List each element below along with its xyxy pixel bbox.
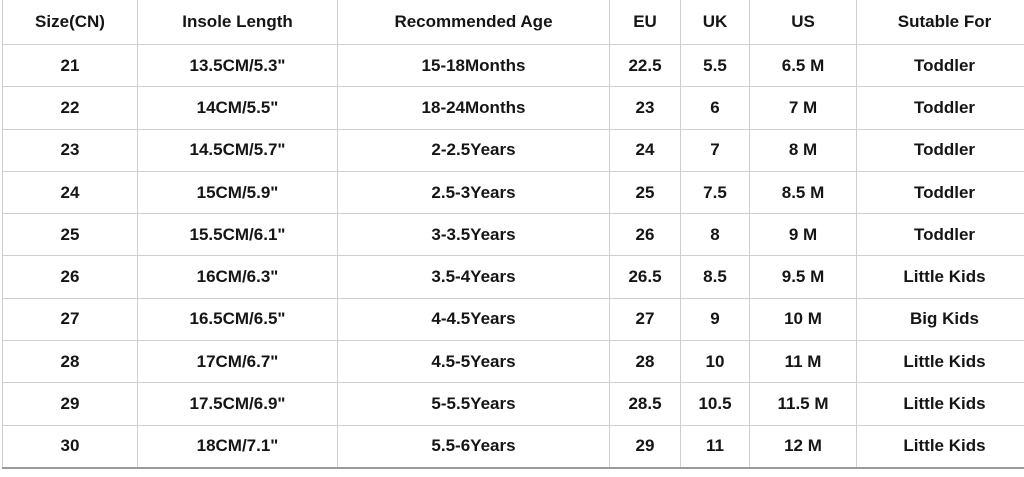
cell-size-cn: 22	[2, 86, 138, 130]
cell-us: 9 M	[749, 213, 857, 257]
cell-suitable-for: Toddler	[856, 43, 1024, 88]
cell-eu: 24	[609, 128, 681, 172]
cell-recommended-age: 4.5-5Years	[337, 340, 610, 384]
cell-suitable-for: Little Kids	[856, 382, 1024, 426]
cell-suitable-for: Toddler	[856, 128, 1024, 172]
cell-suitable-for: Toddler	[856, 170, 1024, 215]
cell-uk: 8	[680, 213, 750, 257]
cell-size-cn: 21	[2, 43, 138, 88]
cell-suitable-for: Toddler	[856, 86, 1024, 130]
cell-us: 8 M	[749, 128, 857, 172]
cell-uk: 5.5	[680, 43, 750, 88]
cell-size-cn: 26	[2, 255, 138, 299]
cell-insole-length: 16CM/6.3"	[137, 255, 338, 299]
header-insole-length: Insole Length	[137, 0, 338, 45]
header-us: US	[749, 0, 857, 45]
cell-suitable-for: Little Kids	[856, 424, 1024, 469]
cell-eu: 25	[609, 170, 681, 215]
header-recommended-age: Recommended Age	[337, 0, 610, 45]
cell-insole-length: 15.5CM/6.1"	[137, 213, 338, 257]
cell-recommended-age: 3-3.5Years	[337, 213, 610, 257]
header-suitable-for: Sutable For	[856, 0, 1024, 45]
cell-eu: 27	[609, 297, 681, 342]
header-size-cn: Size(CN)	[2, 0, 138, 45]
cell-us: 11 M	[749, 340, 857, 384]
table-row: 26 16CM/6.3" 3.5-4Years 26.5 8.5 9.5 M Little …	[2, 255, 1024, 299]
cell-insole-length: 14.5CM/5.7"	[137, 128, 338, 172]
cell-recommended-age: 3.5-4Years	[337, 255, 610, 299]
cell-us: 11.5 M	[749, 382, 857, 426]
cell-recommended-age: 4-4.5Years	[337, 297, 610, 342]
cell-suitable-for: Little Kids	[856, 255, 1024, 299]
cell-size-cn: 23	[2, 128, 138, 172]
cell-uk: 7	[680, 128, 750, 172]
cell-uk: 8.5	[680, 255, 750, 299]
cell-size-cn: 30	[2, 424, 138, 469]
table-row: 23 14.5CM/5.7" 2-2.5Years 24 7 8 M Toddler	[2, 128, 1024, 172]
cell-insole-length: 18CM/7.1"	[137, 424, 338, 469]
cell-suitable-for: Little Kids	[856, 340, 1024, 384]
header-uk: UK	[680, 0, 750, 45]
cell-insole-length: 14CM/5.5"	[137, 86, 338, 130]
table-row: 29 17.5CM/6.9" 5-5.5Years 28.5 10.5 11.5 M Lit…	[2, 382, 1024, 426]
cell-eu: 22.5	[609, 43, 681, 88]
cell-size-cn: 29	[2, 382, 138, 426]
cell-suitable-for: Big Kids	[856, 297, 1024, 342]
cell-uk: 7.5	[680, 170, 750, 215]
cell-us: 10 M	[749, 297, 857, 342]
cell-recommended-age: 2.5-3Years	[337, 170, 610, 215]
cell-eu: 29	[609, 424, 681, 469]
cell-recommended-age: 15-18Months	[337, 43, 610, 88]
table-row: 22 14CM/5.5" 18-24Months 23 6 7 M Toddler	[2, 86, 1024, 130]
table-row: 30 18CM/7.1" 5.5-6Years 29 11 12 M Little Kids	[2, 424, 1024, 469]
cell-uk: 6	[680, 86, 750, 130]
cell-uk: 9	[680, 297, 750, 342]
cell-recommended-age: 5-5.5Years	[337, 382, 610, 426]
cell-size-cn: 28	[2, 340, 138, 384]
cell-uk: 10.5	[680, 382, 750, 426]
cell-insole-length: 17.5CM/6.9"	[137, 382, 338, 426]
cell-us: 7 M	[749, 86, 857, 130]
table-row: 25 15.5CM/6.1" 3-3.5Years 26 8 9 M Toddler	[2, 213, 1024, 257]
cell-us: 9.5 M	[749, 255, 857, 299]
cell-recommended-age: 5.5-6Years	[337, 424, 610, 469]
cell-eu: 23	[609, 86, 681, 130]
cell-eu: 28.5	[609, 382, 681, 426]
cell-us: 8.5 M	[749, 170, 857, 215]
table-row: 21 13.5CM/5.3" 15-18Months 22.5 5.5 6.5 M Todd…	[2, 43, 1024, 88]
cell-size-cn: 27	[2, 297, 138, 342]
cell-size-cn: 24	[2, 170, 138, 215]
cell-uk: 10	[680, 340, 750, 384]
cell-size-cn: 25	[2, 213, 138, 257]
cell-uk: 11	[680, 424, 750, 469]
cell-recommended-age: 2-2.5Years	[337, 128, 610, 172]
header-row: Size(CN) Insole Length Recommended Age EU UK…	[2, 0, 1024, 45]
table-body: 21 13.5CM/5.3" 15-18Months 22.5 5.5 6.5 M Todd…	[2, 43, 1024, 469]
cell-insole-length: 15CM/5.9"	[137, 170, 338, 215]
cell-eu: 26	[609, 213, 681, 257]
cell-us: 12 M	[749, 424, 857, 469]
table-row: 24 15CM/5.9" 2.5-3Years 25 7.5 8.5 M Toddler	[2, 170, 1024, 215]
cell-insole-length: 16.5CM/6.5"	[137, 297, 338, 342]
cell-insole-length: 17CM/6.7"	[137, 340, 338, 384]
table-row: 27 16.5CM/6.5" 4-4.5Years 27 9 10 M Big Kids	[2, 297, 1024, 342]
cell-us: 6.5 M	[749, 43, 857, 88]
cell-recommended-age: 18-24Months	[337, 86, 610, 130]
table-row: 28 17CM/6.7" 4.5-5Years 28 10 11 M Little Kids	[2, 340, 1024, 384]
cell-eu: 26.5	[609, 255, 681, 299]
cell-eu: 28	[609, 340, 681, 384]
cell-insole-length: 13.5CM/5.3"	[137, 43, 338, 88]
header-eu: EU	[609, 0, 681, 45]
cell-suitable-for: Toddler	[856, 213, 1024, 257]
